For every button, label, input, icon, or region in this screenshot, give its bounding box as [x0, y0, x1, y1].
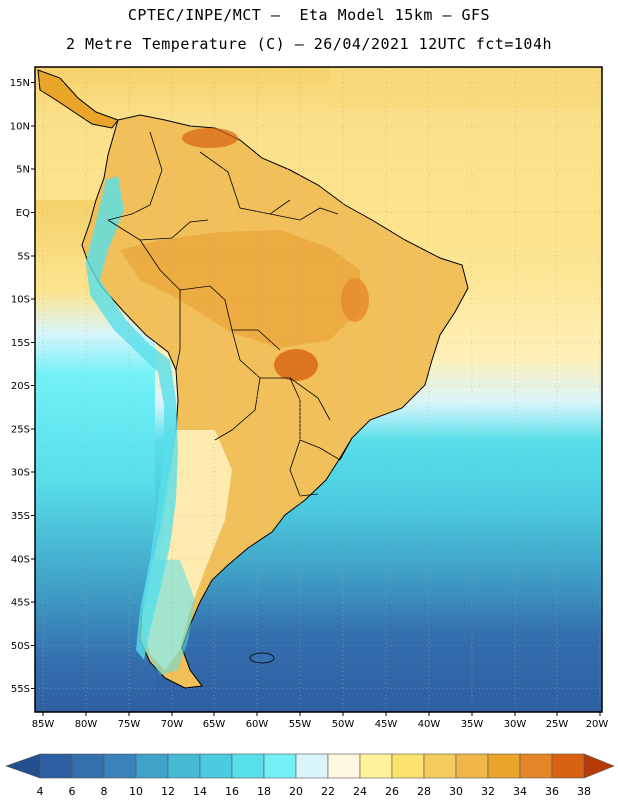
colorbar-swatch [295, 753, 329, 779]
lat-label: 50S [11, 641, 30, 652]
colorbar-label: 26 [385, 785, 399, 798]
lon-tick-marks [42, 712, 601, 716]
colorbar-label: 14 [193, 785, 207, 798]
colorbar-label: 30 [449, 785, 463, 798]
lon-label: 50W [332, 719, 355, 730]
lon-label: 20W [586, 719, 609, 730]
colorbar-swatch [135, 753, 169, 779]
lon-label: 35W [461, 719, 484, 730]
lat-label: 55S [11, 684, 30, 695]
colorbar-label: 34 [513, 785, 527, 798]
chart-title-line-2: 2 Metre Temperature (C) – 26/04/2021 12U… [65, 35, 553, 53]
country-borders [107, 131, 353, 497]
lat-label: 15N [10, 78, 30, 89]
lat-labels: 15N 10N 5N EQ 5S 10S 15S 20S 25S 30S 35S… [10, 78, 30, 695]
andes-cold-strip [86, 176, 178, 660]
lat-label: EQ [16, 208, 30, 219]
colorbar-swatch [423, 753, 457, 779]
colorbar-label: 24 [353, 785, 367, 798]
colorbar-label: 4 [37, 785, 44, 798]
colorbar-overflow-arrow [583, 753, 615, 779]
colorbar-swatch [359, 753, 393, 779]
lat-label: 40S [11, 555, 30, 566]
colorbar-swatch [39, 753, 73, 779]
colorbar-swatch [391, 753, 425, 779]
hot-spot-central-brazil [341, 278, 369, 322]
lat-label: 30S [11, 468, 30, 479]
colorbar-label: 38 [577, 785, 591, 798]
lat-tick-marks [31, 82, 35, 689]
colorbar-swatch [551, 753, 585, 779]
lon-label: 40W [418, 719, 441, 730]
colorbar-swatch [71, 753, 105, 779]
colorbar-swatch [167, 753, 201, 779]
lat-label: 5N [16, 165, 30, 176]
lon-label: 75W [118, 719, 141, 730]
hot-spot-venezuela [182, 128, 238, 148]
lat-label: 35S [11, 511, 30, 522]
colorbar-label: 28 [417, 785, 431, 798]
lon-label: 55W [289, 719, 312, 730]
lat-label: 5S [17, 252, 30, 263]
colorbar-label: 22 [321, 785, 335, 798]
lon-label: 60W [246, 719, 269, 730]
lat-label: 20S [11, 381, 30, 392]
lon-label: 25W [546, 719, 569, 730]
lon-label: 45W [375, 719, 398, 730]
colorbar-swatch [231, 753, 265, 779]
lon-label: 80W [75, 719, 98, 730]
lat-label: 10S [11, 295, 30, 306]
colorbar-swatch [327, 753, 361, 779]
lon-label: 30W [504, 719, 527, 730]
warm-ocean-band [330, 67, 602, 107]
colorbar-label: 32 [481, 785, 495, 798]
colorbar-underflow-arrow [5, 753, 41, 779]
colorbar-label: 8 [101, 785, 108, 798]
colorbar-swatch [519, 753, 553, 779]
colorbar-swatch [487, 753, 521, 779]
colorbar-label: 10 [129, 785, 143, 798]
lon-label: 65W [203, 719, 226, 730]
chart-title-line-1: CPTEC/INPE/MCT – Eta Model 15km – GFS [127, 6, 491, 24]
colorbar-swatch [103, 753, 137, 779]
colorbar-swatch [455, 753, 489, 779]
colorbar-label: 12 [161, 785, 175, 798]
colorbar-label: 6 [69, 785, 76, 798]
colorbar-label: 18 [257, 785, 271, 798]
colorbar-label: 16 [225, 785, 239, 798]
lon-label: 70W [161, 719, 184, 730]
colorbar-label: 20 [289, 785, 303, 798]
lon-label: 85W [32, 719, 55, 730]
colorbar-label: 36 [545, 785, 559, 798]
colorbar-swatch [199, 753, 233, 779]
lat-label: 45S [11, 598, 30, 609]
lat-label: 10N [10, 122, 30, 133]
hot-spot-pantanal [274, 349, 318, 381]
colorbar-swatch [263, 753, 297, 779]
colorbar: 4 6 8 10 12 14 16 18 20 22 24 26 28 30 3… [5, 753, 615, 798]
map-gridlines [35, 67, 602, 712]
lat-label: 15S [11, 338, 30, 349]
map-frame [34, 66, 603, 713]
lat-label: 25S [11, 425, 30, 436]
central-america-land [37, 69, 119, 129]
lon-labels: 85W 80W 75W 70W 65W 60W 55W 50W 45W 40W … [32, 719, 609, 730]
falkland-islands [249, 652, 275, 664]
map-field [35, 67, 602, 712]
